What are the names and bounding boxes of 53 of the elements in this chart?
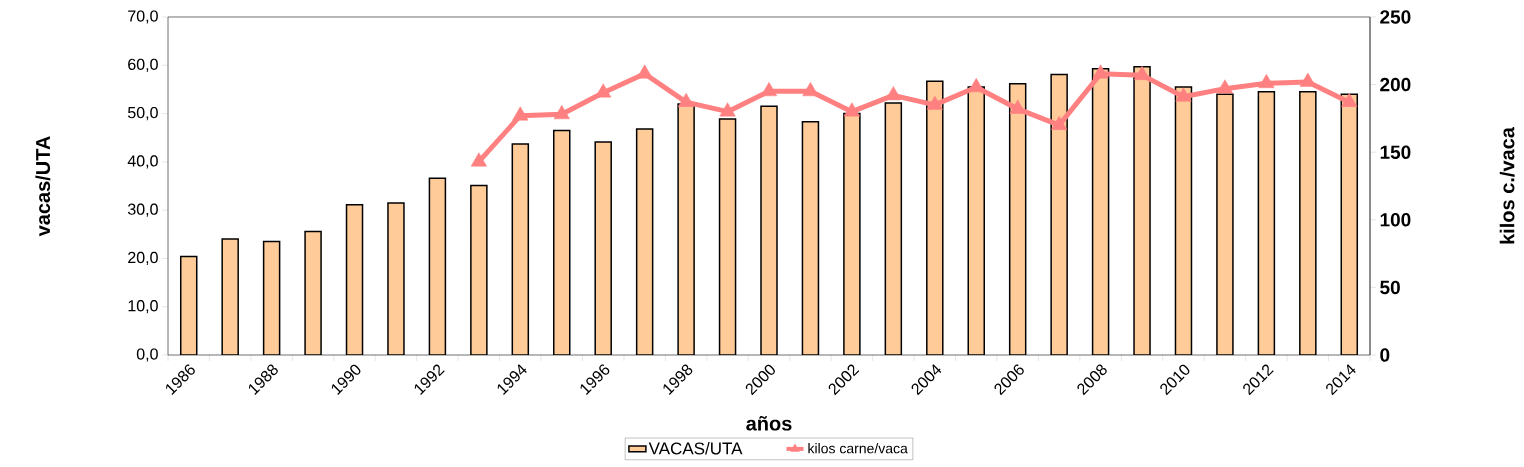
bar xyxy=(801,121,820,355)
y-tick-label: 60,0 xyxy=(128,58,158,72)
y2-tick-label: 200 xyxy=(1380,77,1411,92)
y-tick-label: 30,0 xyxy=(127,203,158,217)
point xyxy=(470,152,487,167)
point xyxy=(1258,74,1275,88)
y-tick-label: 40,0 xyxy=(127,155,158,169)
bar xyxy=(1257,91,1276,355)
y-tick-label: 50,0 xyxy=(127,106,158,121)
point xyxy=(885,86,902,101)
bar xyxy=(345,204,364,355)
y2-axis-title: kilos c./vaca xyxy=(1499,126,1515,244)
y2-tick-label: 250 xyxy=(1380,10,1411,24)
point xyxy=(595,83,612,98)
point xyxy=(1341,92,1358,107)
x-axis-title: años xyxy=(746,415,792,431)
bar xyxy=(428,177,447,355)
bar xyxy=(262,240,281,355)
y2-tick-label: 100 xyxy=(1380,213,1411,227)
y2-tick-label: 50 xyxy=(1380,280,1400,295)
bar xyxy=(635,128,654,355)
y-tick-label: 0,0 xyxy=(136,348,158,362)
y-axis-title: vacas/UTA xyxy=(35,136,51,237)
bar xyxy=(884,102,903,355)
point xyxy=(1009,99,1026,114)
bar xyxy=(718,118,737,355)
point xyxy=(512,106,529,121)
y-tick-label: 10,0 xyxy=(128,300,158,314)
point xyxy=(1175,87,1192,102)
point xyxy=(678,92,695,107)
legend-label: VACAS/UTA xyxy=(648,442,743,455)
bar xyxy=(1091,67,1110,355)
bar xyxy=(1340,93,1359,355)
point xyxy=(1216,79,1233,94)
legend-label: kilos carne/vaca xyxy=(808,443,908,454)
bar xyxy=(511,143,530,355)
bar xyxy=(926,80,944,355)
bar xyxy=(1050,73,1068,355)
bar xyxy=(179,255,198,355)
point xyxy=(1299,72,1316,87)
y2-tick-label: 150 xyxy=(1380,145,1411,159)
point xyxy=(1092,64,1109,79)
y-tick-label: 20,0 xyxy=(128,251,158,266)
point xyxy=(553,105,570,120)
point xyxy=(843,102,860,117)
y2-tick-label: 0 xyxy=(1380,348,1390,362)
point xyxy=(719,102,736,117)
point xyxy=(1051,115,1068,130)
point xyxy=(926,95,943,110)
bar xyxy=(1174,86,1193,355)
y-tick-label: 70,0 xyxy=(128,10,158,24)
bar xyxy=(1008,82,1027,355)
point xyxy=(802,82,819,97)
